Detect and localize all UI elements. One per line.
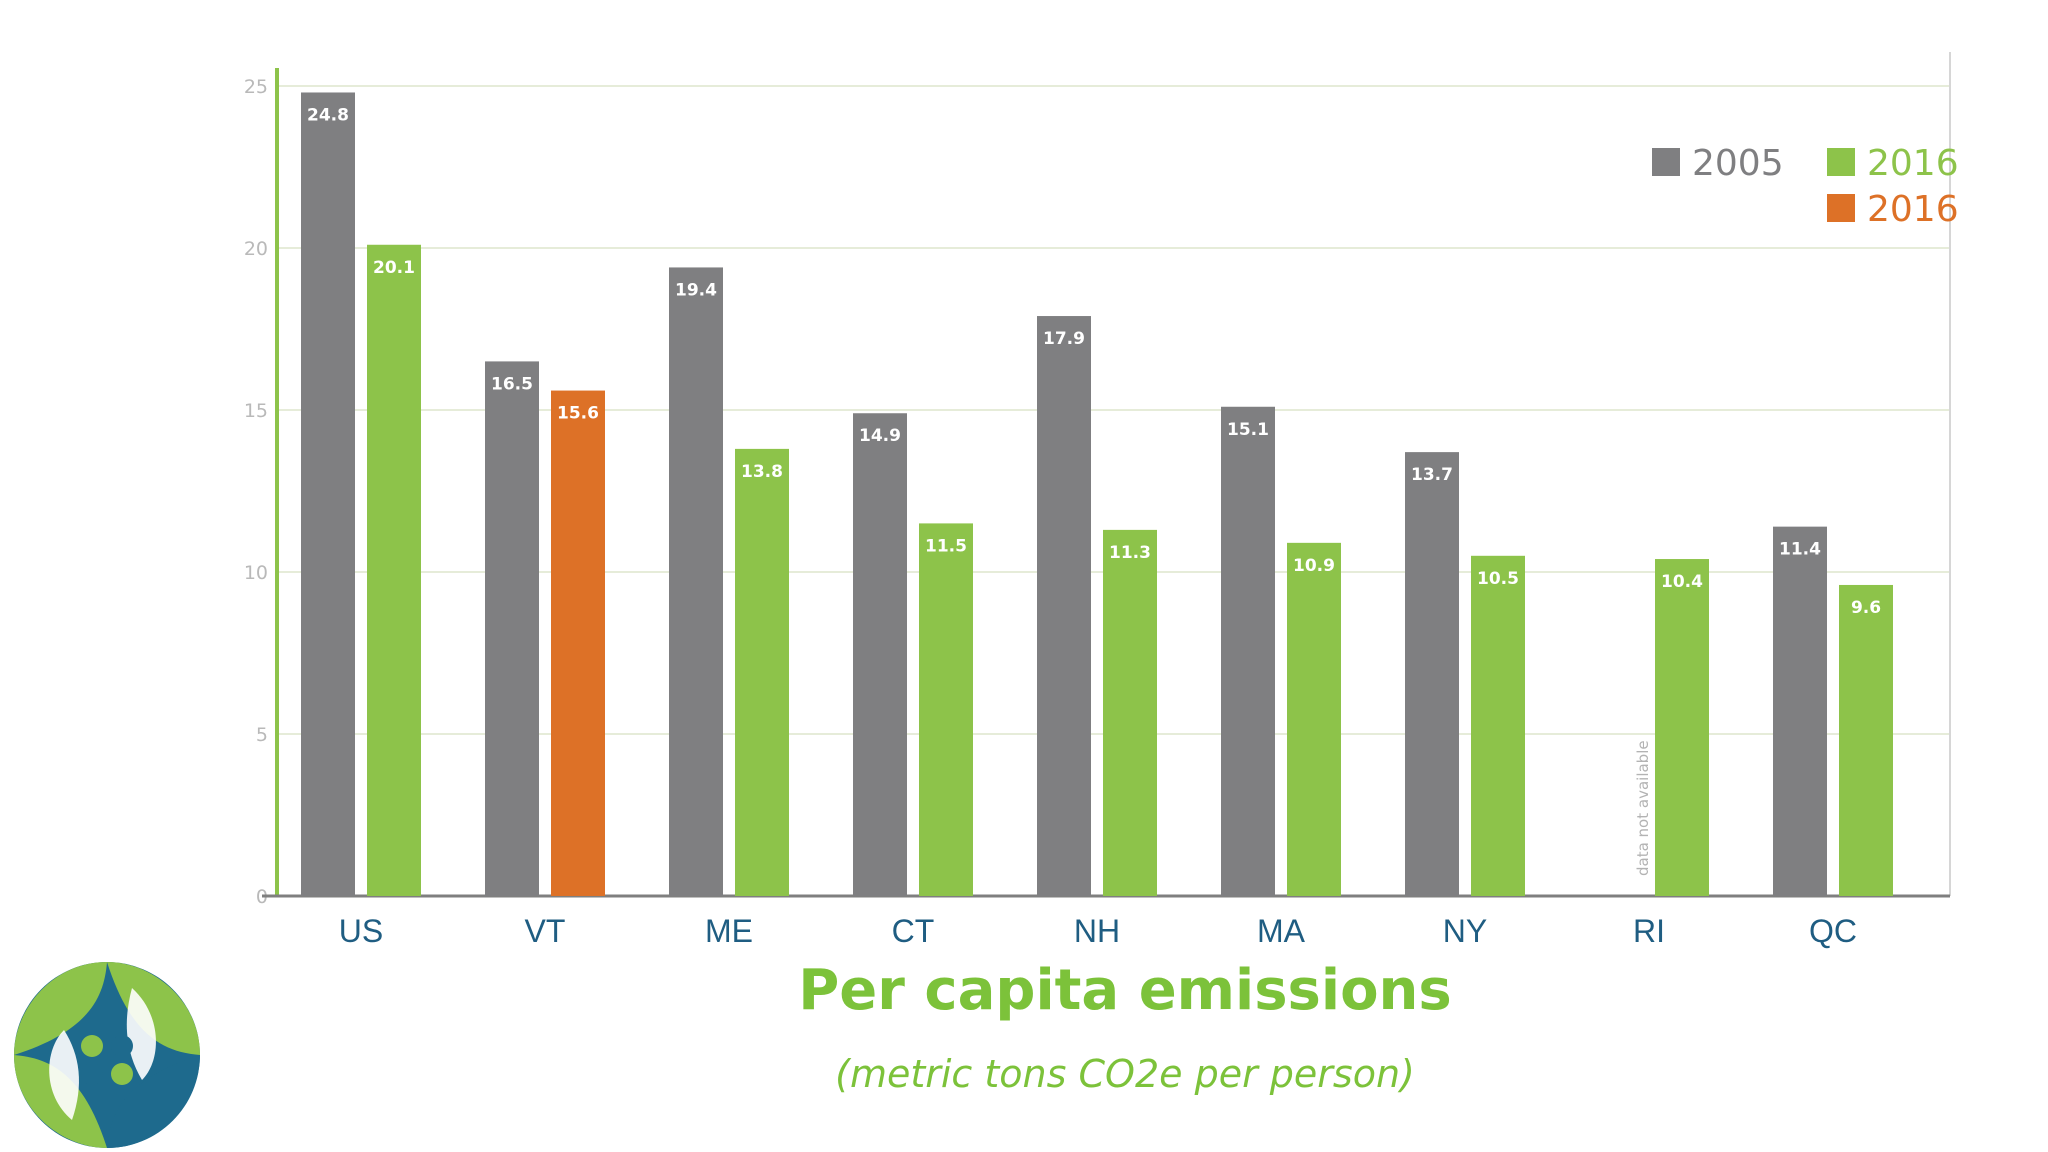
y-axis-ticks: 0 5 10 15 20 25 (244, 76, 268, 908)
bar-ct-2005 (853, 413, 907, 896)
y-tick-label: 10 (244, 562, 268, 584)
logo-dot-icon (81, 1035, 103, 1057)
bar-ri-2016 (1655, 559, 1709, 896)
bar-me-2005 (669, 267, 723, 896)
category-label-nh: NH (1074, 913, 1120, 949)
bar-vt-2005 (485, 361, 539, 896)
bar-nh-2005 (1037, 316, 1091, 896)
y-tick-label: 5 (256, 724, 268, 746)
bar-value-label: 9.6 (1851, 598, 1881, 618)
bar-chart: 0 5 10 15 20 25 24.8 20.1 16.5 15.6 19.4 13.8 14.9 1… (244, 52, 1959, 949)
category-labels: US VT ME CT NH MA NY RI QC (339, 913, 1857, 949)
legend-label: 2016 (1867, 143, 1959, 184)
bars (301, 92, 1893, 897)
category-label-ny: NY (1443, 913, 1487, 949)
y-tick-label: 15 (244, 400, 268, 422)
bar-ct-2016 (919, 523, 973, 896)
logo-swirl-inner2-icon (49, 1030, 79, 1120)
bar-value-label: 16.5 (491, 374, 533, 394)
bar-qc-2005 (1773, 526, 1827, 896)
category-label-qc: QC (1809, 913, 1857, 949)
chart-subtitle: (metric tons CO2e per person) (835, 1052, 1415, 1096)
logo-swirl-inner-icon (126, 988, 156, 1080)
bar-value-label: 15.1 (1227, 420, 1269, 440)
bar-me-2016 (735, 448, 789, 896)
bar-vt-2016 (551, 390, 605, 896)
bar-value-label: 20.1 (373, 258, 415, 278)
bar-ma-2016 (1287, 542, 1341, 896)
logo-dot-icon (111, 1035, 133, 1057)
legend-swatch-icon (1827, 194, 1855, 222)
category-label-me: ME (705, 913, 753, 949)
logo-swirl-left-icon (14, 962, 107, 1055)
logo-dot-icon (81, 1063, 103, 1085)
bar-value-label: 14.9 (859, 426, 901, 446)
logo-swirl-top-icon (107, 962, 200, 1055)
bar-value-label: 19.4 (675, 280, 717, 300)
bar-ma-2005 (1221, 406, 1275, 896)
bar-qc-2016 (1839, 584, 1893, 896)
bar-value-label: 11.4 (1779, 540, 1821, 560)
bar-value-label: 13.8 (741, 462, 783, 482)
organization-logo (14, 962, 200, 1148)
bar-ny-2005 (1405, 452, 1459, 896)
legend-label: 2005 (1692, 143, 1784, 184)
bar-value-label: 13.7 (1411, 465, 1453, 485)
category-label-ri: RI (1633, 913, 1665, 949)
bar-value-label: 10.5 (1477, 569, 1519, 589)
legend: 2005 2016 2016 (1652, 143, 1959, 230)
category-label-us: US (339, 913, 383, 949)
legend-swatch-icon (1827, 148, 1855, 176)
y-tick-label: 25 (244, 76, 268, 98)
bar-ny-2016 (1471, 555, 1525, 896)
bar-value-label: 15.6 (557, 404, 599, 424)
bar-value-label: 11.5 (925, 536, 967, 556)
bar-value-label: 10.9 (1293, 556, 1335, 576)
bar-value-label: 24.8 (307, 105, 349, 125)
bar-value-label: 17.9 (1043, 329, 1085, 349)
y-tick-label: 0 (256, 886, 268, 908)
bar-value-label: 10.4 (1661, 572, 1703, 592)
category-label-vt: VT (525, 913, 566, 949)
chart-title: Per capita emissions (798, 958, 1452, 1023)
category-label-ct: CT (892, 913, 935, 949)
logo-dot-icon (111, 1063, 133, 1085)
bar-value-label: 11.3 (1109, 543, 1151, 563)
missing-data-note: data not available (1634, 740, 1652, 876)
legend-swatch-icon (1652, 148, 1680, 176)
y-tick-label: 20 (244, 238, 268, 260)
bar-value-labels: 24.8 20.1 16.5 15.6 19.4 13.8 14.9 11.5 17.9 11.3… (307, 105, 1881, 617)
category-label-ma: MA (1257, 913, 1306, 949)
logo-swirl-right-icon (107, 1055, 200, 1148)
bar-us-2016 (367, 244, 421, 896)
bar-us-2005 (301, 92, 355, 897)
bar-nh-2016 (1103, 529, 1157, 896)
legend-label: 2016 (1867, 189, 1959, 230)
